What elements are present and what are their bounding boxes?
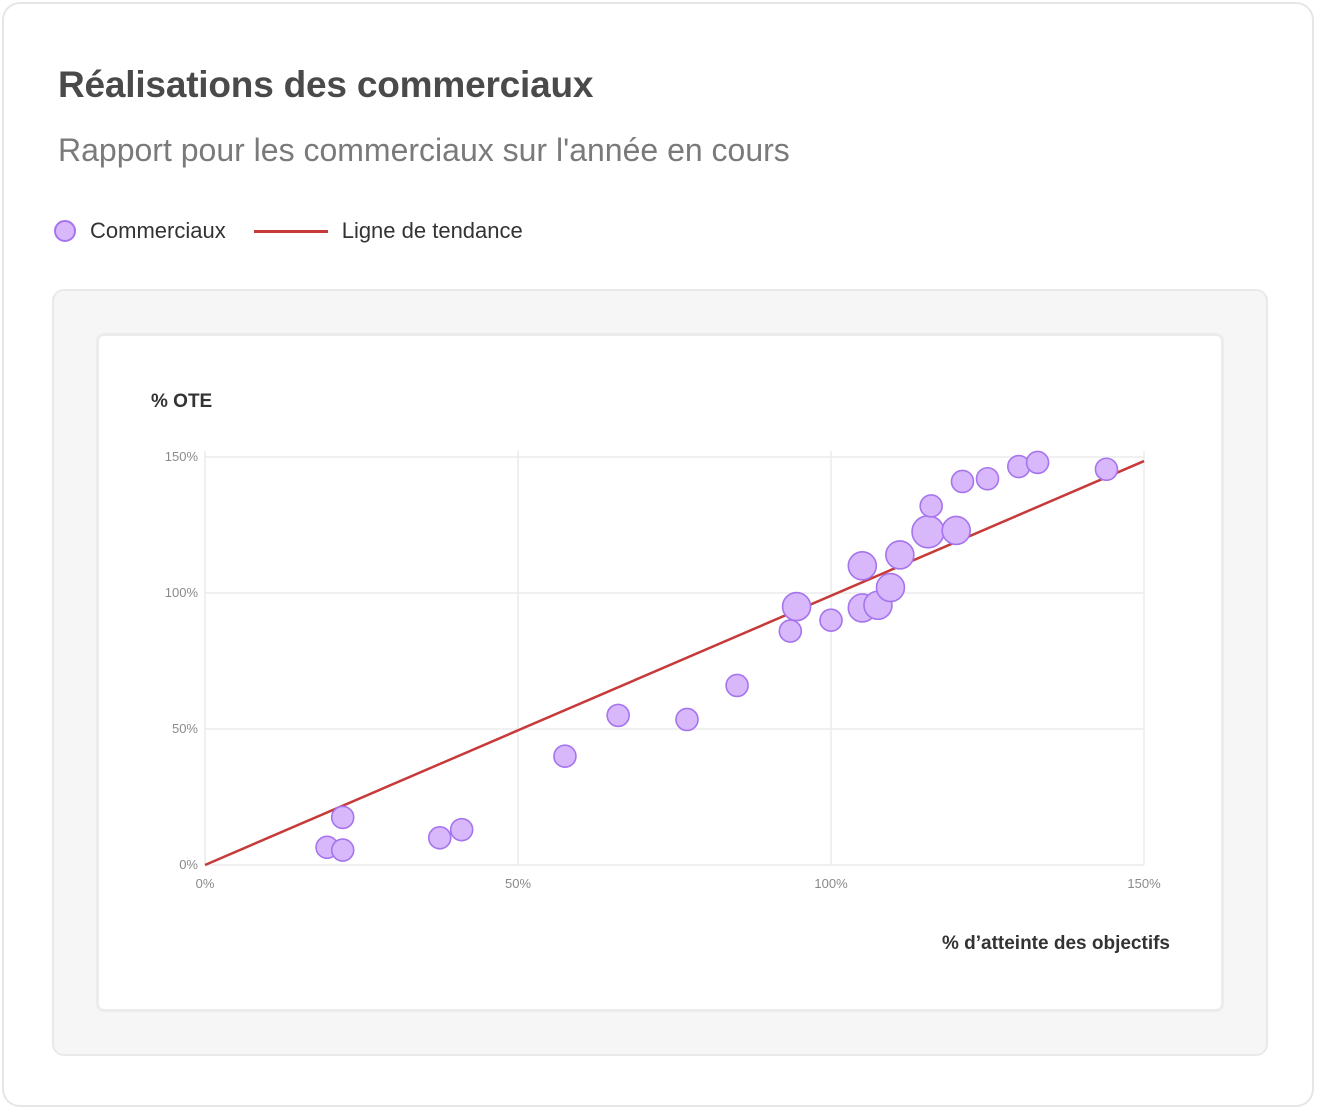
scatter-point[interactable] [330, 838, 355, 862]
scatter-point[interactable] [449, 817, 474, 842]
trend-line [204, 459, 1145, 867]
scatter-point[interactable] [819, 608, 843, 633]
y-axis-title: % OTE [151, 391, 212, 412]
scatter-chart: 0% 50% 100% 150% 0% 50% 100% 150% % OTE % d’at… [151, 391, 1170, 954]
y-tick-label: 0% [179, 857, 198, 872]
scatter-point[interactable] [919, 494, 943, 518]
legend-label-commerciaux: Commerciaux [90, 218, 226, 243]
scatter-point[interactable] [875, 572, 906, 603]
scatter-point[interactable] [427, 825, 452, 850]
x-tick-label: 150% [1127, 876, 1161, 891]
legend-item-commerciaux[interactable]: Commerciaux [54, 218, 226, 244]
trend-line-group [204, 459, 1145, 867]
chart-grid [204, 451, 1145, 866]
y-tick-label: 150% [165, 449, 199, 464]
x-tick-label: 0% [196, 876, 215, 891]
y-tick-labels: 0% 50% 100% 150% [165, 449, 199, 872]
legend-item-trend[interactable]: Ligne de tendance [226, 218, 523, 244]
chart-card: 0% 50% 100% 150% 0% 50% 100% 150% % OTE % d’at… [96, 333, 1224, 1012]
report-subtitle: Rapport pour les commerciaux sur l'année… [58, 132, 790, 168]
legend-line-icon [253, 229, 328, 233]
scatter-point[interactable] [975, 466, 1000, 491]
x-axis-title: % d’atteinte des objectifs [942, 933, 1170, 954]
legend-circle-icon [54, 220, 76, 242]
y-tick-label: 50% [172, 721, 198, 736]
scatter-point[interactable] [950, 469, 975, 494]
scatter-point[interactable] [778, 619, 803, 643]
scatter-point[interactable] [911, 515, 945, 549]
x-tick-labels: 0% 50% 100% 150% [196, 876, 1161, 891]
scatter-point[interactable] [606, 703, 630, 728]
scatter-point[interactable] [847, 551, 878, 581]
scatter-point[interactable] [1025, 450, 1050, 475]
scatter-points [315, 450, 1119, 862]
scatter-point[interactable] [330, 805, 355, 830]
legend-label-trend: Ligne de tendance [341, 218, 523, 243]
scatter-point[interactable] [1094, 457, 1119, 482]
scatter-point[interactable] [941, 515, 972, 546]
report-title: Réalisations des commerciaux [58, 64, 594, 105]
x-tick-label: 100% [814, 876, 848, 891]
scatter-point[interactable] [675, 707, 699, 732]
scatter-point[interactable] [885, 540, 915, 570]
x-tick-label: 50% [505, 876, 531, 891]
scatter-point[interactable] [553, 744, 577, 769]
chart-legend: Commerciaux Ligne de tendance [54, 216, 523, 246]
scatter-point[interactable] [781, 591, 812, 622]
scatter-point[interactable] [725, 673, 749, 698]
y-tick-label: 100% [165, 585, 199, 600]
